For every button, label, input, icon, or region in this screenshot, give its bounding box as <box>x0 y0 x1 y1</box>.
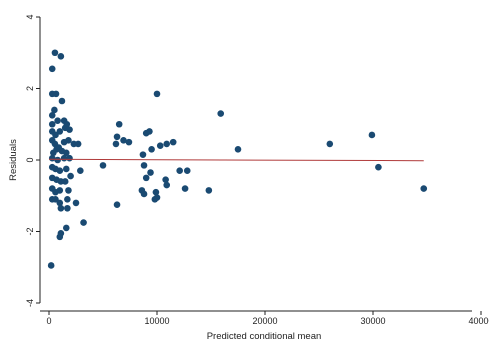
data-point <box>217 110 225 117</box>
data-point <box>115 120 123 128</box>
x-tick-label: 0 <box>46 316 51 326</box>
data-point <box>153 90 161 98</box>
data-point <box>125 138 133 146</box>
data-point <box>57 204 65 212</box>
data-point <box>120 137 127 144</box>
data-point <box>156 142 164 149</box>
data-point <box>99 162 107 169</box>
data-point <box>142 174 150 182</box>
y-tick-label: 2 <box>25 86 35 91</box>
data-point <box>375 163 382 171</box>
data-point <box>47 262 55 269</box>
y-tick-label: -2 <box>25 227 35 235</box>
data-point <box>56 128 64 135</box>
data-point <box>147 169 154 176</box>
y-axis-title: Residuals <box>8 139 19 181</box>
data-point <box>54 117 61 124</box>
data-point <box>65 137 72 144</box>
data-point <box>52 90 60 98</box>
data-point <box>152 188 160 196</box>
scatter-points <box>47 49 428 269</box>
x-tick-label: 40000 <box>468 316 489 326</box>
data-point <box>74 140 82 148</box>
data-point <box>169 138 177 146</box>
data-point <box>139 151 147 158</box>
x-tick-label: 10000 <box>144 316 169 326</box>
data-point <box>64 196 71 203</box>
data-point <box>113 133 121 141</box>
data-point <box>66 126 73 133</box>
data-point <box>234 145 242 153</box>
data-point <box>61 178 69 185</box>
data-point <box>48 112 56 119</box>
data-point <box>181 185 189 192</box>
data-point <box>163 181 171 189</box>
data-point <box>48 154 56 162</box>
data-point <box>162 176 169 183</box>
data-point <box>183 167 191 175</box>
data-point <box>205 187 213 194</box>
y-tick-label: 4 <box>25 14 35 19</box>
data-point <box>368 131 376 139</box>
data-point <box>48 65 56 73</box>
data-point <box>56 167 64 175</box>
data-point <box>58 97 66 105</box>
data-point <box>140 190 148 198</box>
data-point <box>113 201 121 208</box>
data-point <box>140 162 148 169</box>
x-axis: 0 10000 20000 30000 40000 <box>40 310 489 326</box>
data-point <box>56 233 64 241</box>
data-point <box>148 145 155 153</box>
fitted-line <box>48 158 424 162</box>
data-point <box>54 156 61 164</box>
data-point <box>48 120 56 128</box>
data-point <box>51 106 58 114</box>
y-tick-label: 0 <box>25 157 35 162</box>
data-point <box>67 172 74 180</box>
data-point <box>72 199 80 207</box>
data-point <box>112 140 120 148</box>
data-point <box>163 140 171 148</box>
data-point <box>151 196 159 203</box>
data-point <box>80 219 87 226</box>
data-point <box>65 187 72 194</box>
data-point <box>57 53 65 60</box>
data-point <box>62 165 70 173</box>
data-point <box>326 140 334 148</box>
y-tick-label: -4 <box>25 299 35 307</box>
data-point <box>62 149 70 157</box>
data-point <box>146 128 153 135</box>
data-point <box>51 49 59 57</box>
data-point <box>420 185 428 192</box>
data-point <box>56 187 64 194</box>
x-tick-label: 20000 <box>252 316 277 326</box>
data-point <box>53 145 60 153</box>
y-axis: -4 -2 0 2 4 <box>25 14 41 307</box>
data-point <box>176 167 183 175</box>
data-point <box>62 224 70 232</box>
data-point <box>77 167 84 175</box>
data-point <box>56 199 64 207</box>
data-point <box>66 154 73 162</box>
x-tick-label: 30000 <box>360 316 385 326</box>
data-point <box>64 204 71 212</box>
data-point <box>60 154 68 162</box>
x-axis-title: Predicted conditional mean <box>207 331 322 342</box>
